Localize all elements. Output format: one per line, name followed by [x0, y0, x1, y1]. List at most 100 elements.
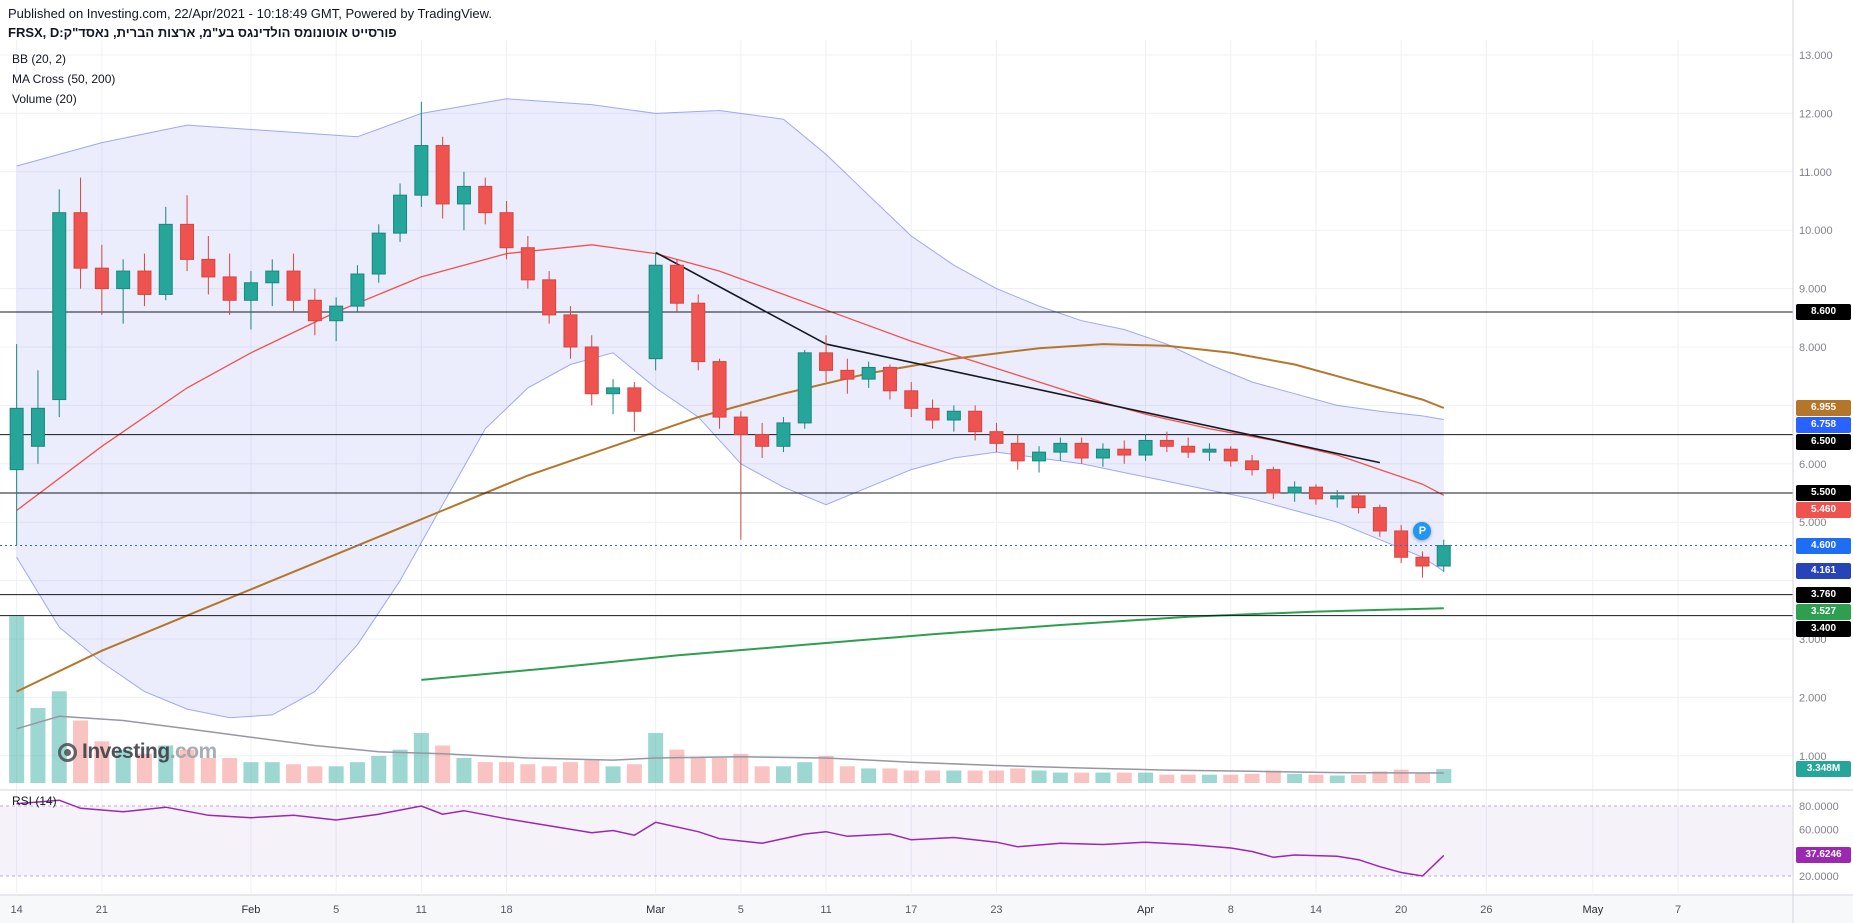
candle: [691, 302, 706, 363]
candle: [265, 270, 280, 284]
indicator-label-volume[interactable]: Volume (20): [12, 92, 77, 106]
candle: [584, 346, 599, 395]
svg-text:21: 21: [96, 904, 108, 916]
chart-header: Published on Investing.com, 22/Apr/2021 …: [8, 6, 492, 40]
candle: [563, 314, 578, 348]
svg-text:1.000: 1.000: [1799, 751, 1827, 763]
candle: [776, 422, 791, 447]
drawn-lines[interactable]: [0, 251, 1793, 617]
candle: [1436, 545, 1451, 567]
candle: [797, 352, 812, 424]
bb-middle-line: [16, 244, 1445, 512]
price-axis[interactable]: 13.000 12.000 11.000 10.000 9.000 8.000 6.000 5…: [1799, 50, 1839, 883]
candle: [1181, 445, 1196, 453]
investing-logo-icon: [58, 742, 77, 762]
candle: [1330, 495, 1345, 500]
svg-text:2.000: 2.000: [1799, 692, 1827, 704]
candle: [243, 282, 258, 301]
svg-text:20: 20: [1395, 904, 1407, 916]
svg-text:11.000: 11.000: [1799, 167, 1832, 179]
svg-text:Mar: Mar: [646, 904, 665, 916]
svg-text:17: 17: [905, 904, 917, 916]
svg-text:20.0000: 20.0000: [1799, 871, 1839, 883]
candle: [648, 264, 663, 360]
candle: [1074, 442, 1089, 459]
candle: [180, 223, 195, 260]
candles-layer: [9, 101, 1451, 578]
candle: [1032, 451, 1047, 462]
candle: [1372, 507, 1387, 532]
candle: [1245, 460, 1260, 471]
candle: [158, 223, 173, 295]
candle: [222, 276, 237, 301]
svg-text:5: 5: [738, 904, 744, 916]
candle: [755, 434, 770, 447]
candle: [627, 387, 642, 412]
svg-text:5: 5: [333, 904, 339, 916]
candle: [925, 407, 940, 421]
svg-text:5.000: 5.000: [1799, 517, 1827, 529]
candle: [9, 407, 24, 471]
candle: [712, 361, 727, 418]
candle: [520, 247, 535, 281]
candle: [435, 145, 450, 205]
candle: [840, 369, 855, 380]
svg-text:13.000: 13.000: [1799, 50, 1833, 62]
candle: [456, 185, 471, 205]
candle: [137, 270, 152, 295]
candle: [1117, 448, 1132, 456]
svg-text:23: 23: [990, 904, 1002, 916]
svg-text:12.000: 12.000: [1799, 108, 1833, 120]
svg-text:11: 11: [820, 904, 831, 916]
candle: [1308, 486, 1323, 500]
candle: [478, 185, 493, 214]
ma200-line: [421, 607, 1444, 681]
candle: [52, 212, 67, 401]
svg-text:Feb: Feb: [241, 904, 260, 916]
candle: [1138, 439, 1153, 456]
candle: [286, 270, 301, 301]
svg-text:8: 8: [1228, 904, 1234, 916]
svg-text:18: 18: [500, 904, 512, 916]
svg-text:11: 11: [416, 904, 427, 916]
candle: [307, 299, 322, 322]
candle: [542, 279, 557, 316]
candle: [946, 410, 961, 421]
candle: [733, 416, 748, 436]
svg-text:Apr: Apr: [1137, 904, 1154, 916]
indicator-legend: BB (20, 2) MA Cross (50, 200) Volume (20…: [12, 52, 115, 112]
time-axis[interactable]: 14 21 Feb 5 11 18 Mar 5 11 17 23 Apr 8 14 20 26 May 7: [11, 904, 1682, 916]
svg-text:6.000: 6.000: [1799, 459, 1827, 471]
investing-logo: Investing .com: [58, 740, 217, 764]
rsi-pane: [0, 805, 1793, 877]
svg-text:3.000: 3.000: [1799, 634, 1827, 646]
candle: [819, 352, 834, 371]
candle: [989, 431, 1004, 444]
candle: [94, 267, 109, 290]
candle: [1159, 439, 1174, 447]
candle: [882, 366, 897, 392]
indicator-label-bb[interactable]: BB (20, 2): [12, 52, 67, 66]
candle: [968, 410, 983, 433]
volume-bars: [9, 616, 1452, 783]
svg-text:26: 26: [1480, 904, 1492, 916]
indicator-label-rsi[interactable]: RSI (14): [12, 794, 57, 808]
svg-text:8.000: 8.000: [1799, 342, 1827, 354]
volume-ma-line: [16, 715, 1444, 774]
candle: [606, 387, 621, 395]
candle: [499, 212, 514, 249]
candle: [414, 145, 429, 196]
candle: [350, 273, 365, 307]
candle: [1053, 442, 1068, 453]
svg-text:May: May: [1582, 904, 1603, 916]
publish-info: Published on Investing.com, 22/Apr/2021 …: [8, 6, 492, 21]
candle: [116, 270, 131, 290]
svg-text:14: 14: [11, 904, 23, 916]
candle: [30, 407, 45, 447]
indicator-label-ma-cross[interactable]: MA Cross (50, 200): [12, 72, 116, 86]
candle: [1287, 486, 1302, 494]
candle: [1351, 495, 1366, 509]
svg-text:14: 14: [1310, 904, 1322, 916]
